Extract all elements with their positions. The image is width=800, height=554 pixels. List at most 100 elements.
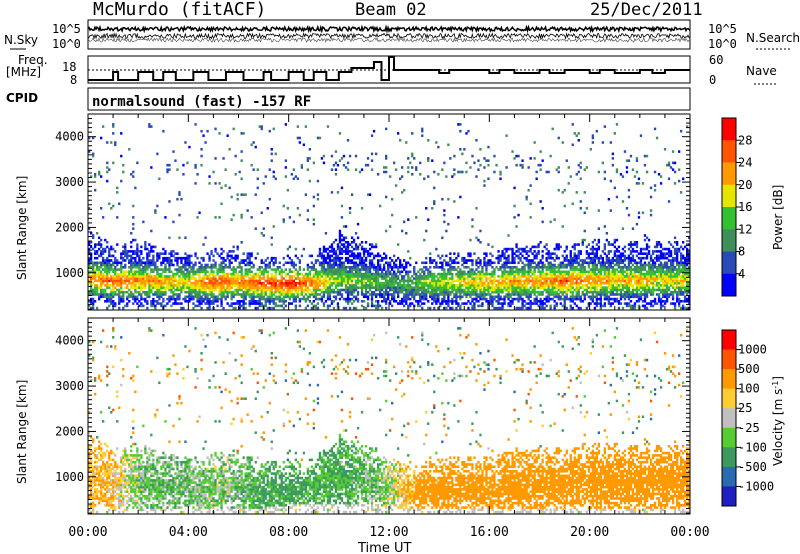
power-cell <box>150 281 153 285</box>
power-cell <box>330 272 334 276</box>
power-cell <box>415 275 418 278</box>
power-cell <box>218 216 221 219</box>
power-cell <box>288 302 292 305</box>
power-cell <box>409 293 412 296</box>
power-cell <box>575 297 578 301</box>
power-cell <box>603 170 607 174</box>
power-cell <box>318 272 322 276</box>
power-cell <box>599 300 603 303</box>
power-cell <box>326 297 330 301</box>
power-cell <box>240 132 243 135</box>
power-cell <box>356 245 360 249</box>
power-cell <box>92 304 95 308</box>
power-cell <box>318 263 322 267</box>
power-cell <box>493 268 496 271</box>
power-cell <box>577 254 580 258</box>
power-cell <box>150 302 153 305</box>
power-cell <box>421 290 424 294</box>
power-cell <box>104 290 107 294</box>
power-cell <box>326 252 330 255</box>
power-cell <box>483 290 486 294</box>
power-cell <box>208 290 211 294</box>
power-cell <box>399 279 402 283</box>
power-cell <box>150 247 153 251</box>
power-cell <box>571 268 574 271</box>
power-cell <box>509 247 512 251</box>
power-cell <box>551 272 554 276</box>
power-cell <box>467 129 470 133</box>
power-cell <box>591 261 595 265</box>
power-cell <box>491 270 494 274</box>
power-cell <box>176 168 179 171</box>
power-cell <box>180 266 183 269</box>
power-cell <box>549 304 552 308</box>
power-cell <box>116 243 119 246</box>
power-cell <box>88 256 91 260</box>
power-cell <box>228 304 231 308</box>
power-cell <box>459 123 462 126</box>
power-cell <box>583 293 586 296</box>
power-cell <box>569 263 572 267</box>
power-cell <box>228 286 231 289</box>
power-cell <box>244 286 247 289</box>
power-cell <box>88 243 91 246</box>
power-cell <box>433 259 436 262</box>
power-cell <box>102 261 105 265</box>
power-cell <box>547 288 550 292</box>
power-cell <box>571 295 574 299</box>
power-cell <box>449 284 452 287</box>
power-cell <box>539 266 542 269</box>
power-cell <box>509 261 512 265</box>
power-cell <box>443 300 446 303</box>
power-cell <box>324 259 328 262</box>
power-cell <box>595 277 599 280</box>
power-cell <box>441 281 444 285</box>
power-cell <box>585 207 589 210</box>
power-cell <box>344 297 348 301</box>
power-cell <box>260 270 263 274</box>
power-cell <box>130 256 133 260</box>
power-cell <box>224 263 227 267</box>
power-cell <box>471 281 474 285</box>
power-cell <box>98 243 101 246</box>
power-cell <box>164 286 167 289</box>
power-cell <box>479 163 482 167</box>
power-cell <box>437 284 440 287</box>
power-cell <box>350 275 354 278</box>
power-cell <box>210 270 213 274</box>
power-cell <box>106 300 109 303</box>
power-cell <box>515 266 518 269</box>
power-cell <box>413 268 416 271</box>
power-cell <box>557 288 560 292</box>
power-cell <box>463 259 466 262</box>
power-cell <box>140 281 143 285</box>
power-cell <box>162 268 165 271</box>
power-cell <box>358 272 362 276</box>
power-cell <box>236 193 239 196</box>
power-cell <box>252 290 255 294</box>
power-cell <box>435 247 438 251</box>
power-cell <box>368 270 372 274</box>
power-cell <box>405 270 408 274</box>
power-cell <box>260 277 263 280</box>
power-cell <box>104 247 107 251</box>
power-cell <box>569 281 572 285</box>
power-cell <box>559 272 562 276</box>
power-cell <box>306 288 310 292</box>
power-cell <box>395 288 398 292</box>
power-cell <box>184 297 187 301</box>
power-cell <box>513 157 516 160</box>
power-cell <box>130 275 133 278</box>
power-cell <box>166 286 169 289</box>
power-cell <box>481 288 484 292</box>
power-cell <box>138 286 141 289</box>
power-cell <box>553 281 556 285</box>
power-cell <box>168 266 171 269</box>
power-cell <box>338 290 342 294</box>
power-cell <box>312 218 316 221</box>
power-cell <box>364 256 368 260</box>
power-cell <box>368 279 372 283</box>
power-cell <box>375 245 378 249</box>
power-cell <box>601 268 605 271</box>
power-cell <box>212 295 215 299</box>
